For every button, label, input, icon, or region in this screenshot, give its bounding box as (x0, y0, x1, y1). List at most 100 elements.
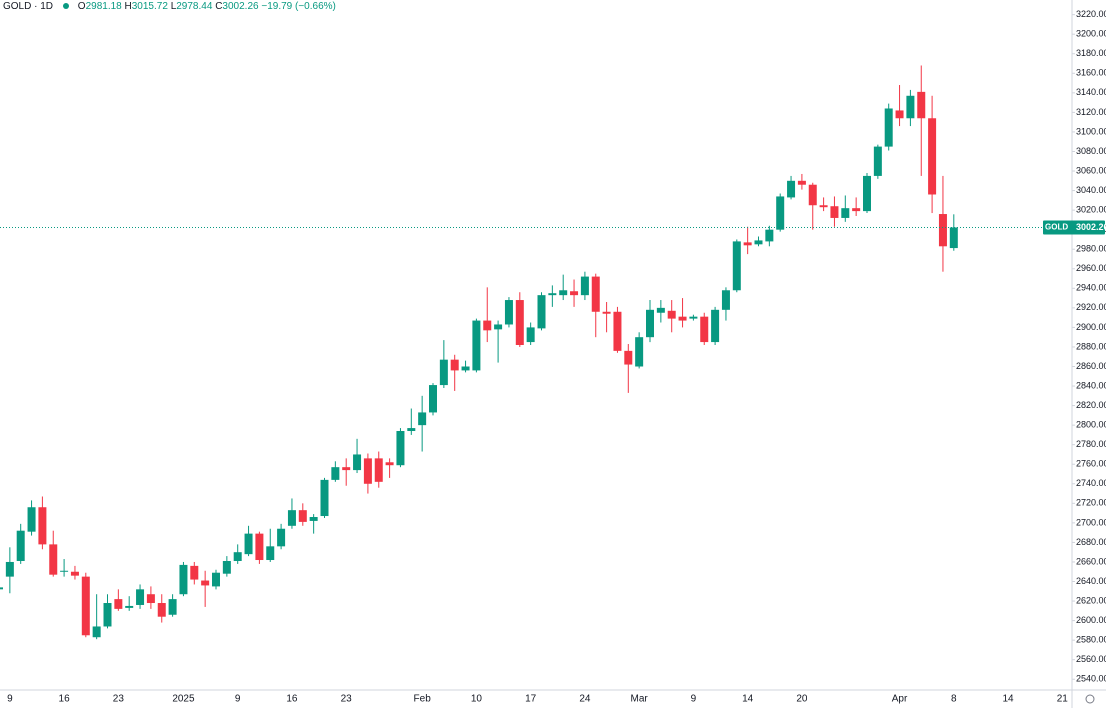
y-tick-label: 2540.00 (1076, 674, 1106, 684)
y-tick-label: 2780.00 (1076, 439, 1106, 449)
y-tick-label: 2600.00 (1076, 615, 1106, 625)
candle-body (374, 458, 383, 482)
candle-body (852, 208, 861, 212)
candle-body (776, 196, 785, 230)
candle-body (146, 594, 155, 604)
candle-body (38, 507, 47, 545)
header: GOLD · 1D O2981.18 H3015.72 L2978.44 C30… (3, 1, 336, 12)
candle-body (363, 458, 372, 484)
candle-body (396, 431, 405, 466)
candle-body (906, 95, 915, 119)
candle-body (0, 587, 3, 590)
y-tick-label: 2900.00 (1076, 322, 1106, 332)
candle-body (667, 310, 676, 319)
candle-body (873, 146, 882, 176)
candle-body (711, 309, 720, 343)
candle-body (938, 214, 947, 247)
candle-body (255, 533, 264, 561)
candle-body (16, 530, 25, 561)
candle-body (309, 517, 318, 521)
candle-body (602, 311, 611, 314)
chart-title: GOLD · 1D (3, 1, 54, 12)
ohlc-prefix: C (215, 1, 223, 12)
y-tick-label: 2560.00 (1076, 654, 1106, 664)
y-tick-label: 2680.00 (1076, 537, 1106, 547)
y-tick-label: 3220.00 (1076, 9, 1106, 19)
y-tick-label: 2940.00 (1076, 283, 1106, 293)
x-tick-label: 9 (7, 694, 13, 705)
candle-body (461, 366, 470, 371)
y-tick-label: 2820.00 (1076, 400, 1106, 410)
candle-body (754, 240, 763, 245)
candle-body (949, 227, 958, 249)
y-tick-label: 2880.00 (1076, 341, 1106, 351)
y-tick-label: 3200.00 (1076, 29, 1106, 39)
x-tick-label: 23 (341, 694, 353, 705)
candle-body (678, 316, 687, 321)
candle-body (689, 316, 698, 319)
candle-body (298, 510, 307, 522)
ohlc-value: 3015.72 (131, 1, 168, 12)
x-tick-label: 8 (951, 694, 957, 705)
x-tick-label: 24 (579, 694, 591, 705)
candle-body (136, 589, 145, 605)
candle-body (863, 175, 871, 212)
candle-body (439, 359, 448, 386)
candle-body (559, 290, 568, 296)
y-tick-label: 2740.00 (1076, 478, 1106, 488)
candle-body (331, 467, 340, 480)
candle-body (244, 533, 253, 555)
settings-icon[interactable] (1085, 694, 1095, 704)
ohlc-value: 3002.26 (222, 1, 259, 12)
x-tick-label: 16 (286, 694, 298, 705)
ohlc-prefix: L (170, 1, 177, 12)
candle-body (168, 599, 177, 615)
status-dot (63, 3, 70, 9)
price-badge-value: 3002.26 (1076, 222, 1106, 232)
candle-body (841, 208, 850, 218)
candle-body (504, 300, 513, 325)
x-tick-label: Apr (892, 694, 908, 705)
x-tick-label: 23 (113, 694, 125, 705)
price-badge (1043, 220, 1105, 235)
candle-body (287, 510, 296, 526)
candle-body (190, 565, 199, 580)
ohlc-value: 2981.18 (85, 1, 122, 12)
candle-body (320, 479, 329, 517)
x-tick-label: 14 (1002, 694, 1014, 705)
candle-body (277, 528, 286, 547)
candle-body (646, 309, 654, 338)
candle-body (570, 291, 579, 296)
candle-body (125, 605, 134, 608)
candle-body (548, 293, 557, 296)
y-tick-label: 2840.00 (1076, 380, 1106, 390)
candle-body (472, 320, 481, 371)
candle-body (233, 552, 242, 561)
change-label: −19.79 (−0.66%) (261, 1, 336, 12)
candle-body (407, 428, 416, 432)
ohlc-value: 2978.44 (176, 1, 213, 12)
x-tick-label: 9 (235, 694, 241, 705)
x-tick-label: Feb (414, 694, 432, 705)
candle-body (526, 327, 535, 343)
candle-body (580, 276, 589, 296)
candle-body (222, 560, 231, 574)
candle-body (212, 572, 220, 587)
candle-body (201, 580, 210, 586)
candle-body (515, 300, 524, 345)
candle-body (624, 350, 633, 365)
candle-body (266, 546, 275, 561)
y-tick-label: 2980.00 (1076, 244, 1106, 254)
price-badge-symbol: GOLD (1045, 223, 1068, 232)
candle-body (743, 242, 752, 246)
y-tick-label: 2860.00 (1076, 361, 1106, 371)
candle-body (103, 603, 112, 627)
candle-body (5, 561, 14, 577)
plot-area (0, 65, 1072, 640)
x-tick-label: 17 (525, 694, 537, 705)
candle-body (179, 564, 188, 595)
y-tick-label: 2640.00 (1076, 576, 1106, 586)
y-tick-label: 3120.00 (1076, 107, 1106, 117)
x-tick-label: 14 (742, 694, 754, 705)
